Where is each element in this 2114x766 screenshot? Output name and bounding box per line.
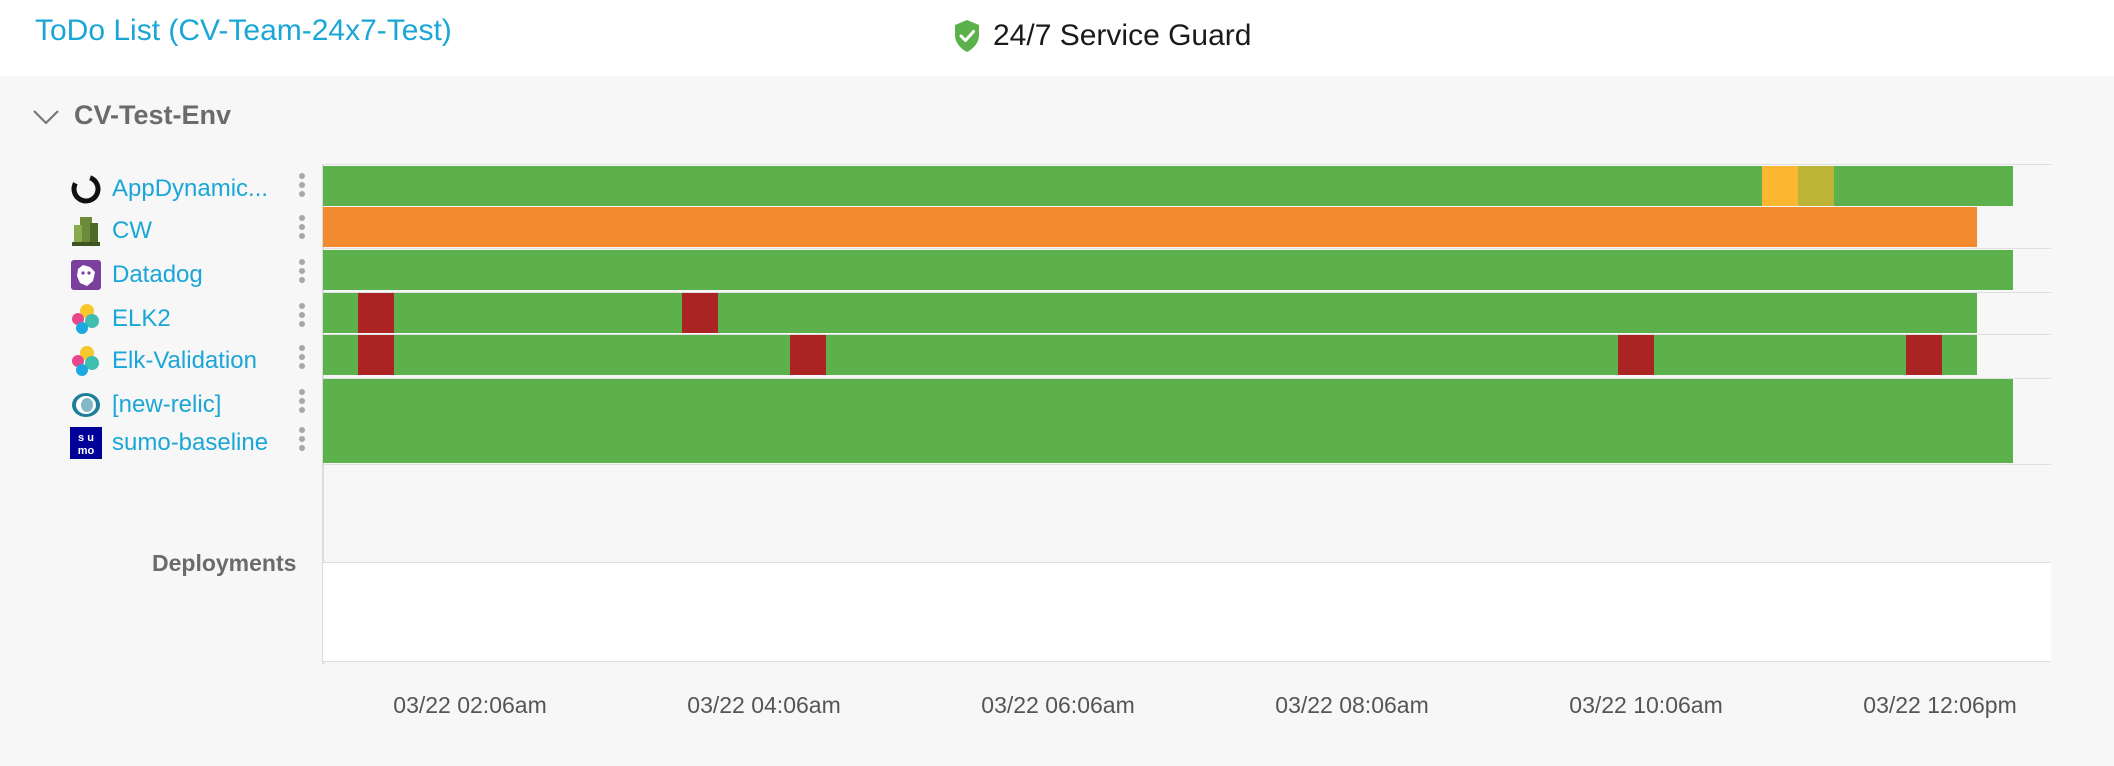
more-options-icon[interactable] [296, 425, 308, 461]
provider-cw[interactable]: CW [70, 213, 152, 249]
more-options-icon[interactable] [296, 343, 308, 379]
env-name: CV-Test-Env [74, 100, 232, 130]
timeline-row-datadog[interactable] [323, 250, 2013, 290]
chevron-down-icon [33, 109, 59, 125]
service-guard-header: 24/7 Service Guard [953, 14, 1251, 58]
time-tick-label: 03/22 08:06am [1275, 692, 1429, 718]
time-tick-label: 03/22 02:06am [393, 692, 547, 718]
deployments-track[interactable] [323, 562, 2051, 662]
deployments-label: Deployments [152, 550, 297, 576]
timeline-row-appdynamics[interactable] [323, 166, 2013, 206]
timeline-row-elk2[interactable] [323, 293, 1977, 333]
more-options-icon[interactable] [296, 171, 308, 207]
appdynamics-icon [71, 174, 101, 204]
timeline-cell-critical[interactable] [358, 335, 394, 375]
timeline-row-elk-validation[interactable] [323, 335, 1977, 375]
time-tick-label: 03/22 10:06am [1569, 692, 1723, 718]
timeline-row-new-relic[interactable] [323, 379, 2013, 423]
provider-label: Datadog [112, 261, 203, 288]
svg-text:s u: s u [78, 432, 94, 444]
datadog-icon [71, 260, 101, 290]
more-options-icon[interactable] [296, 301, 308, 337]
shield-check-icon [955, 20, 979, 52]
time-tick-label: 03/22 04:06am [687, 692, 841, 718]
health-timeline [323, 164, 2051, 465]
timeline-cell-critical[interactable] [682, 293, 718, 333]
provider-sumo-baseline[interactable]: s u mo sumo-baseline [70, 425, 268, 461]
time-tick-label: 03/22 06:06am [981, 692, 1135, 718]
timeline-cell-minor[interactable] [1798, 166, 1834, 206]
timeline-cell-critical[interactable] [1618, 335, 1654, 375]
elk-icon [72, 304, 99, 334]
service-guard-title: 24/7 Service Guard [993, 19, 1252, 52]
timeline-cell-critical[interactable] [790, 335, 826, 375]
time-tick-label: 03/22 12:06pm [1863, 692, 2017, 718]
sumo-logic-icon: s u mo [70, 427, 102, 459]
timeline-cell-critical[interactable] [358, 293, 394, 333]
more-options-icon[interactable] [296, 213, 308, 249]
provider-appdynamics[interactable]: AppDynamic... [70, 171, 268, 207]
svg-text:mo: mo [78, 445, 95, 457]
provider-label: CW [112, 217, 152, 244]
provider-elk2[interactable]: ELK2 [70, 301, 171, 337]
provider-label: [new-relic] [112, 391, 222, 418]
elk-icon [72, 346, 99, 376]
cloudwatch-icon [72, 217, 100, 246]
provider-new-relic[interactable]: [new-relic] [70, 387, 221, 423]
more-options-icon[interactable] [296, 257, 308, 293]
provider-label: sumo-baseline [112, 429, 269, 456]
newrelic-icon [72, 393, 100, 417]
more-options-icon[interactable] [296, 387, 308, 423]
timeline-row-sumo-baseline[interactable] [323, 423, 2013, 463]
provider-label: ELK2 [112, 305, 171, 332]
timeline-row-cw[interactable] [323, 207, 1977, 247]
env-section-toggle[interactable]: CV-Test-Env [32, 100, 231, 131]
provider-label: AppDynamic... [112, 175, 269, 202]
provider-elk-validation[interactable]: Elk-Validation [70, 343, 257, 379]
timeline-cell-critical[interactable] [1906, 335, 1942, 375]
top-bar: ToDo List (CV-Team-24x7-Test) 24/7 Servi… [0, 0, 2114, 76]
timeline-cell-warning[interactable] [1762, 166, 1798, 206]
service-title-link[interactable]: ToDo List (CV-Team-24x7-Test) [35, 14, 452, 47]
provider-label: Elk-Validation [112, 347, 257, 374]
provider-datadog[interactable]: Datadog [70, 257, 203, 293]
